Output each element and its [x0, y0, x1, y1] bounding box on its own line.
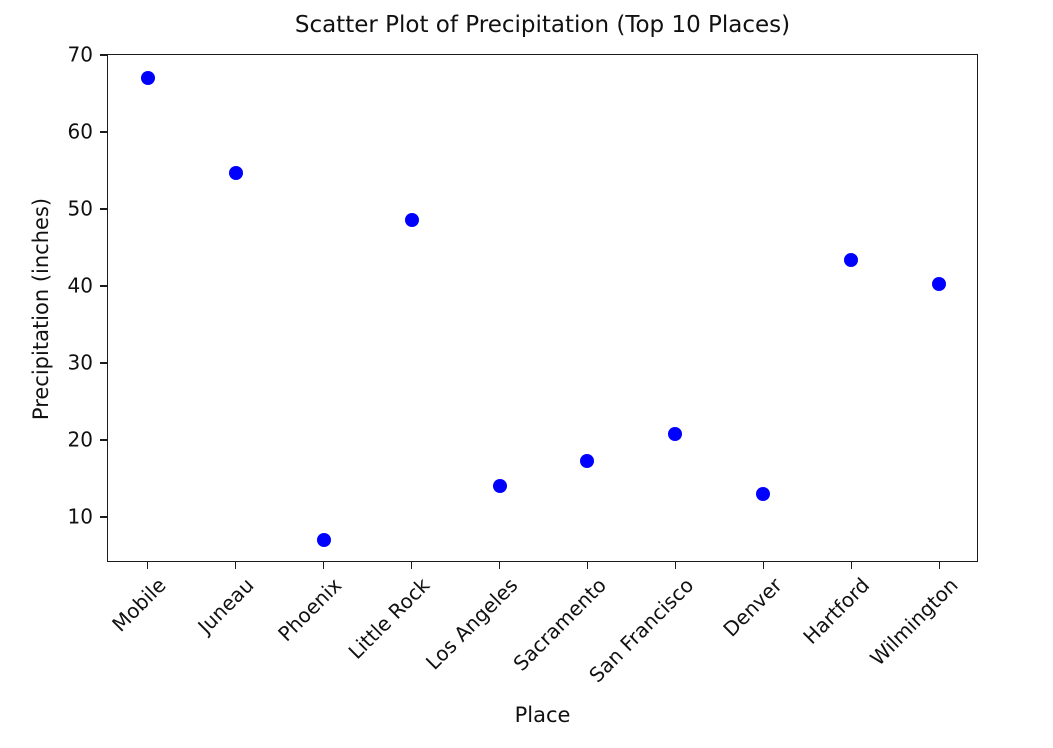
y-tick-label: 10 [67, 504, 93, 529]
y-tick-label: 60 [67, 119, 93, 144]
scatter-point [404, 213, 419, 228]
x-tick-label: Wilmington [865, 573, 963, 671]
scatter-point [668, 427, 683, 442]
y-tick-label: 40 [67, 273, 93, 298]
scatter-point [492, 479, 507, 494]
scatter-point [228, 165, 243, 180]
x-tick-mark [938, 561, 941, 569]
scatter-point [140, 71, 155, 86]
y-tick-mark [100, 439, 108, 441]
y-tick-label: 30 [67, 350, 93, 375]
chart-title: Scatter Plot of Precipitation (Top 10 Pl… [294, 12, 791, 38]
y-tick-label: 70 [67, 42, 93, 67]
y-tick-mark [100, 362, 108, 364]
scatter-point [932, 277, 947, 292]
scatter-point [580, 454, 595, 469]
scatter-point [756, 486, 771, 501]
x-tick-mark [762, 561, 765, 569]
x-tick-label: Mobile [107, 573, 171, 637]
y-axis-label: Precipitation (inches) [29, 197, 53, 421]
x-tick-mark [850, 561, 853, 569]
x-tick-label: Los Angeles [421, 573, 523, 675]
y-tick-label: 20 [67, 427, 93, 452]
x-tick-mark [146, 561, 149, 569]
plot-area: 10 20 30 40 50 60 70 Mobile Juneau Phoenix Little… [68, 43, 978, 687]
x-tick-mark [410, 561, 413, 569]
x-tick-mark [674, 561, 677, 569]
x-tick-mark [586, 561, 589, 569]
x-tick-label: Little Rock [343, 573, 435, 664]
y-tick-mark [100, 131, 108, 133]
y-tick-mark [100, 516, 108, 518]
x-tick-label: Juneau [193, 573, 259, 639]
x-axis-label: Place [514, 703, 571, 727]
scatter-point [316, 532, 331, 547]
y-tick-mark [100, 285, 108, 287]
y-tick-label: 50 [67, 196, 93, 221]
x-tick-mark [498, 561, 501, 569]
x-tick-mark [322, 561, 325, 569]
y-tick-mark [100, 208, 108, 210]
scatter-point [844, 252, 859, 267]
x-tick-label: Phoenix [273, 573, 347, 647]
x-tick-mark [234, 561, 237, 569]
x-tick-label: Hartford [798, 573, 875, 649]
y-tick-mark [100, 54, 108, 56]
x-tick-label: Denver [717, 573, 787, 642]
